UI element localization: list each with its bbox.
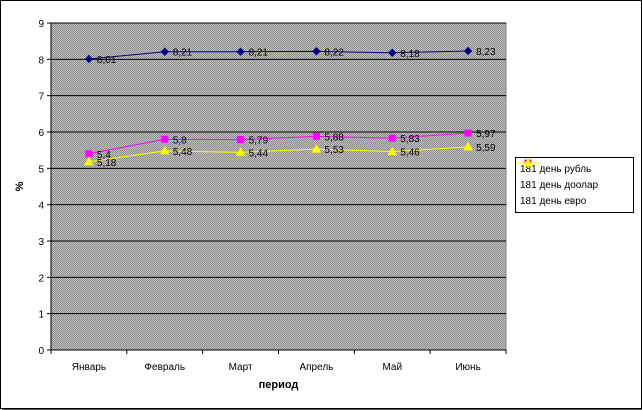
y-tick-label: 0 — [38, 346, 44, 357]
y-tick-label: 2 — [38, 273, 44, 284]
x-tick-label: Февраль — [144, 362, 185, 373]
data-label: 5,18 — [97, 158, 117, 169]
data-label: 5,48 — [173, 147, 193, 158]
data-label: 8,18 — [400, 49, 420, 60]
y-axis-title: % — [14, 181, 26, 191]
y-axis-ticks: 0 1 2 3 4 5 6 7 8 9 — [38, 19, 51, 357]
data-label: 5,88 — [324, 132, 344, 143]
legend-marker-eur — [516, 158, 540, 167]
x-tick-label: Май — [382, 362, 402, 373]
data-point — [387, 146, 398, 156]
data-label: 5,83 — [400, 134, 420, 145]
series-1 — [85, 129, 472, 158]
y-tick-label: 8 — [38, 55, 44, 66]
data-point — [159, 145, 170, 155]
data-label: 8,21 — [249, 48, 269, 59]
data-point — [311, 144, 322, 153]
data-point — [388, 134, 396, 142]
legend-label-usd: 181 день доолар — [520, 179, 599, 191]
series-line — [88, 132, 469, 155]
x-axis-title: период — [259, 379, 299, 391]
data-point — [237, 136, 245, 144]
data-label: 5,4 — [97, 150, 111, 161]
data-labels: 8,01 8,21 8,21 8,22 8,18 8,23 5,4 5,8 5,79 5,88 5,… — [97, 47, 496, 169]
y-tick-label: 9 — [38, 19, 44, 30]
x-tick-label: Январь — [72, 362, 106, 373]
legend-item-usd: 181 день доолар — [516, 159, 629, 193]
data-point — [84, 156, 94, 166]
y-tick-label: 1 — [38, 310, 44, 321]
plot-area — [50, 22, 507, 351]
data-label: 5,8 — [173, 135, 187, 146]
data-point — [312, 47, 321, 56]
data-label: 5,53 — [324, 145, 344, 156]
data-label: 8,23 — [476, 47, 496, 58]
y-tick-label: 3 — [38, 237, 44, 248]
legend-label-rub: 181 день рубль — [520, 163, 592, 175]
data-label: 8,01 — [97, 55, 117, 66]
data-label: 8,21 — [173, 48, 193, 59]
data-point — [161, 135, 169, 143]
y-tick-label: 6 — [38, 128, 44, 139]
data-point — [160, 47, 169, 56]
data-point — [84, 54, 94, 64]
data-label: 8,22 — [324, 47, 344, 58]
data-label: 5,79 — [249, 136, 269, 147]
legend-label-eur: 181 день евро — [520, 195, 587, 207]
data-label: 5,44 — [249, 148, 269, 159]
series-line — [88, 146, 469, 163]
series-2 — [84, 141, 473, 166]
x-tick-label: Апрель — [299, 362, 333, 373]
y-tick-label: 5 — [38, 164, 44, 175]
legend: 181 день рубль 181 день доолар 181 день … — [515, 157, 634, 213]
x-axis-ticks: Январь Февраль Март Апрель Май Июнь — [50, 350, 507, 373]
legend-item-eur: 181 день евро — [516, 158, 629, 209]
data-point — [463, 141, 473, 151]
y-tick-label: 4 — [38, 201, 44, 212]
data-point — [388, 48, 397, 58]
data-label: 5,59 — [476, 143, 496, 154]
legend-point — [523, 158, 533, 167]
data-label: 5,97 — [476, 129, 496, 140]
series-0 — [84, 46, 473, 64]
x-tick-label: Март — [229, 362, 253, 373]
data-point — [464, 129, 472, 137]
series-group — [84, 46, 473, 166]
data-point — [312, 132, 320, 140]
x-tick-label: Июнь — [455, 362, 480, 373]
series-line — [88, 50, 469, 60]
data-point — [236, 47, 245, 56]
data-point — [463, 46, 473, 56]
data-point — [235, 147, 246, 156]
data-label: 5,46 — [400, 148, 420, 159]
y-tick-label: 7 — [38, 92, 44, 103]
data-point — [85, 150, 93, 158]
